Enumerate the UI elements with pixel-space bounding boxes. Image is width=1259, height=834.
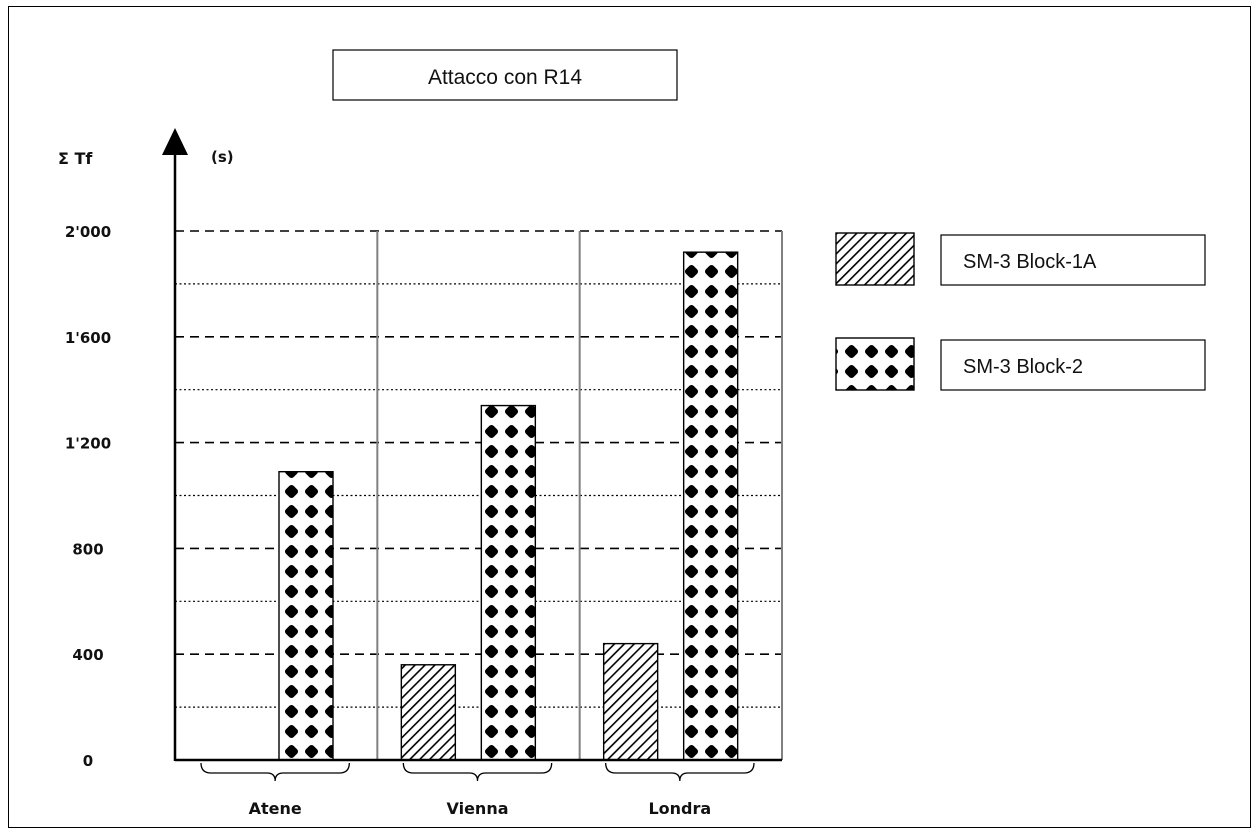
x-category-label: Atene <box>249 799 302 818</box>
x-category-label: Londra <box>648 799 711 818</box>
chart-title: Attacco con R14 <box>428 66 582 89</box>
grid <box>175 230 782 708</box>
legend-swatch <box>835 337 915 391</box>
y-axis-arrow-icon <box>162 128 188 155</box>
x-category-labels: Atene Vienna Londra <box>200 762 755 818</box>
bars <box>278 251 739 761</box>
bar-sm-3-block-1a-londra <box>602 642 659 761</box>
bar-sm-3-block-2-londra <box>682 251 739 761</box>
category-brace <box>605 762 755 782</box>
y-tick-label: 2'000 <box>65 223 111 241</box>
x-category-label: Vienna <box>446 799 508 818</box>
category-brace <box>200 762 350 782</box>
y-tick-label: 1'200 <box>65 435 111 453</box>
y-tick-label: 800 <box>72 540 103 558</box>
legend-label-box <box>940 339 1206 391</box>
category-brace <box>402 762 553 782</box>
y-tick-label: 0 <box>83 752 93 770</box>
axes <box>162 128 782 762</box>
figure-frame <box>8 6 1251 828</box>
y-tick-labels: 0 400 800 1'200 1'600 2'000 <box>65 223 111 770</box>
bar-sm-3-block-1a-vienna <box>400 664 457 761</box>
bar-sm-3-block-2-vienna <box>480 404 537 761</box>
legend-label: SM-3 Block-1A <box>963 251 1097 273</box>
y-axis-label: Σ Tf <box>58 149 93 168</box>
legend-label-box <box>940 234 1206 286</box>
y-tick-label: 400 <box>72 646 103 664</box>
legend-swatch <box>835 232 915 286</box>
legend-label: SM-3 Block-2 <box>963 356 1083 378</box>
bar-sm-3-block-2-atene <box>278 470 334 761</box>
category-separators <box>376 231 783 760</box>
y-tick-label: 1'600 <box>65 329 111 347</box>
legend: SM-3 Block-1A SM-3 Block-2 <box>835 232 1206 391</box>
y-axis-unit: (s) <box>211 148 234 166</box>
title-box <box>332 49 678 101</box>
